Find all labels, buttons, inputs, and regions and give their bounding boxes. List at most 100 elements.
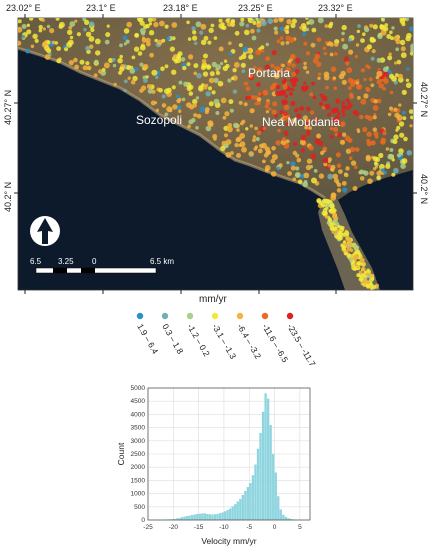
ps-point — [332, 173, 339, 180]
ps-point — [366, 44, 372, 50]
ps-point — [379, 24, 384, 28]
ps-point — [399, 39, 406, 46]
ps-point — [142, 63, 149, 70]
ps-point — [385, 163, 391, 169]
histogram-bar — [282, 514, 285, 520]
ps-point — [305, 51, 311, 56]
ps-point — [239, 21, 245, 27]
ps-point — [282, 111, 288, 117]
ps-point — [64, 47, 69, 52]
ps-point — [155, 108, 160, 113]
ps-point — [396, 59, 402, 65]
ps-point — [393, 35, 400, 42]
ps-point — [308, 145, 314, 151]
ps-point — [310, 110, 315, 115]
ps-point — [228, 99, 234, 105]
ps-point — [353, 110, 360, 116]
ps-point — [285, 122, 290, 127]
ps-point — [243, 81, 249, 86]
histogram-bar — [173, 518, 176, 520]
histogram-bar — [185, 516, 189, 520]
ps-point — [348, 49, 354, 55]
ps-point — [270, 63, 275, 68]
ps-point — [18, 40, 22, 46]
ps-point — [348, 257, 354, 262]
ps-point — [161, 94, 166, 99]
ps-point — [213, 36, 218, 40]
ps-point — [240, 18, 245, 22]
ps-point — [193, 71, 197, 76]
ps-point — [400, 52, 407, 59]
ps-point — [26, 23, 30, 27]
ps-point — [252, 135, 257, 139]
ps-point — [310, 153, 317, 160]
legend-swatch — [186, 312, 194, 320]
ps-point — [271, 109, 277, 115]
histogram-bar — [234, 504, 237, 520]
ps-point — [292, 141, 298, 146]
ps-point — [299, 106, 305, 111]
ps-point — [248, 54, 254, 60]
ps-point — [337, 235, 342, 240]
ps-point — [330, 164, 336, 170]
ps-point — [113, 82, 117, 87]
ps-point — [350, 79, 357, 85]
ps-point — [356, 261, 362, 266]
ps-point — [232, 89, 238, 94]
ps-point — [311, 177, 317, 184]
ps-point — [265, 56, 271, 62]
ps-point — [341, 38, 345, 42]
ps-point — [393, 107, 398, 112]
ps-point — [46, 24, 51, 29]
ps-point — [290, 161, 296, 167]
ps-point — [332, 76, 336, 80]
lon-tick-label: 23.02° E — [6, 3, 41, 13]
ps-point — [278, 68, 283, 73]
ps-point — [319, 201, 323, 206]
ps-point — [280, 90, 286, 96]
histogram-bar — [284, 516, 288, 520]
ps-point — [395, 73, 399, 77]
ps-point — [191, 26, 196, 31]
legend-swatch — [261, 312, 269, 320]
ps-point — [366, 268, 370, 273]
ps-point — [122, 35, 128, 41]
ps-point — [256, 82, 261, 87]
ps-point — [256, 28, 261, 33]
ps-point — [348, 37, 352, 42]
ps-point — [288, 37, 295, 43]
ps-point — [228, 52, 233, 56]
ps-point — [203, 85, 208, 90]
ps-point — [268, 107, 272, 111]
ps-point — [390, 36, 394, 41]
ps-point — [334, 132, 339, 137]
ps-point — [341, 181, 347, 186]
ps-point — [245, 23, 250, 28]
ps-point — [335, 98, 341, 104]
ps-point — [306, 106, 311, 112]
ps-point — [21, 24, 27, 29]
ps-point — [388, 106, 394, 111]
ps-point — [210, 23, 215, 28]
ps-point — [356, 83, 363, 90]
ps-point — [259, 143, 264, 149]
ps-point — [352, 186, 358, 191]
ps-point — [292, 177, 297, 181]
legend-items: 1.9 – 6.4 0.3 – 1.8 -1.2 – 0.2-3.1 – -1.3-… — [135, 312, 318, 368]
ps-point — [306, 131, 311, 136]
ps-point — [405, 78, 410, 83]
ps-point — [242, 46, 249, 53]
ps-point — [360, 38, 365, 43]
ps-point — [372, 127, 377, 132]
legend-swatch — [136, 312, 144, 320]
ps-point — [336, 182, 342, 188]
ps-point — [405, 82, 412, 89]
ps-point — [330, 107, 337, 114]
ps-point — [195, 96, 200, 100]
ps-point — [139, 44, 146, 51]
ps-point — [365, 284, 371, 289]
ps-point — [236, 153, 241, 158]
ps-point — [323, 162, 328, 167]
histogram-bar — [201, 513, 204, 520]
ps-point — [373, 161, 378, 166]
